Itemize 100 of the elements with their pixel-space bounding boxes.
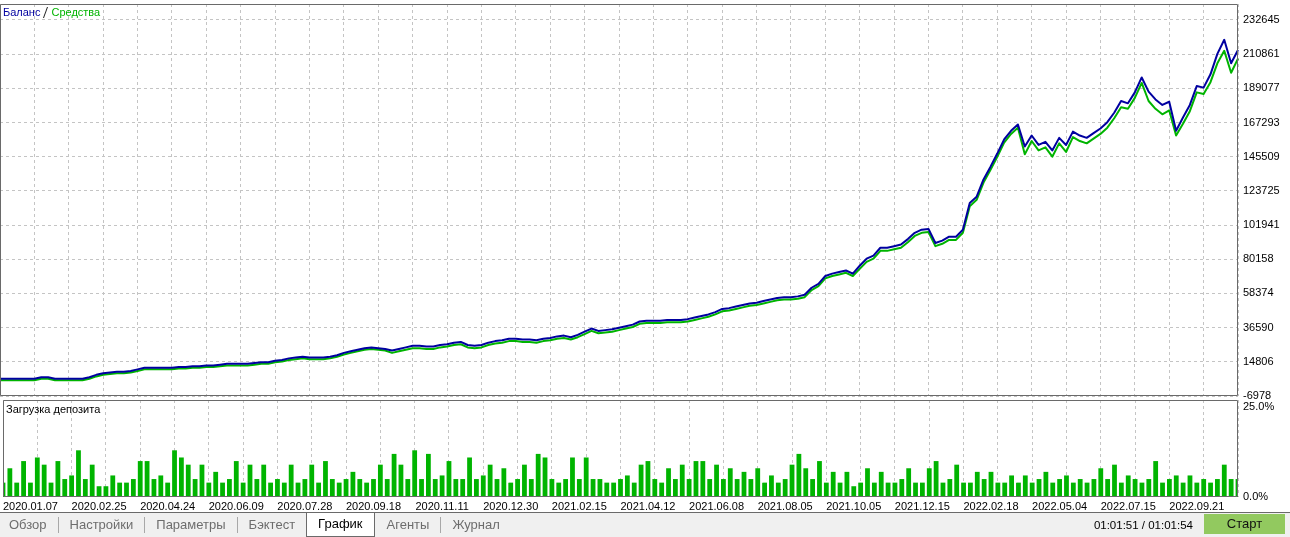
y-tick-label: 189077	[1243, 81, 1280, 94]
bar	[137, 461, 143, 497]
bar	[474, 479, 479, 497]
x-tick-label: 2021.04.12	[620, 499, 676, 512]
category-label: Агенты	[385, 517, 431, 533]
bar	[611, 482, 617, 497]
y-tick-label: 232645	[1243, 12, 1280, 25]
bar	[89, 464, 95, 497]
bar	[700, 461, 706, 497]
bar	[583, 457, 589, 497]
bar	[775, 482, 781, 497]
bar	[309, 464, 315, 497]
bar	[480, 475, 486, 497]
bar	[830, 471, 836, 497]
x-tick-label: 2020.07.28	[277, 499, 333, 512]
y-tick-label: 101941	[1243, 218, 1280, 231]
bar	[823, 482, 829, 497]
bar	[82, 479, 88, 497]
x-tick-label: 2021.02.15	[551, 499, 607, 512]
bar	[933, 461, 939, 497]
bar	[1029, 482, 1035, 497]
bar	[871, 482, 877, 497]
bar	[576, 479, 582, 497]
bar	[302, 479, 308, 497]
bar	[220, 482, 225, 497]
bar	[185, 464, 191, 497]
bar	[865, 468, 870, 497]
bar	[899, 479, 905, 497]
bar	[1043, 471, 1049, 497]
bar	[1112, 464, 1117, 497]
bar	[439, 475, 445, 497]
y-tick-label: 25.0%	[1243, 400, 1275, 413]
y-tick-label: 36590	[1243, 320, 1274, 333]
text: 01:01:51 / 01:01:54	[1093, 518, 1193, 533]
bar	[803, 468, 809, 497]
bar	[631, 482, 637, 497]
bar	[281, 482, 287, 497]
bar	[130, 479, 136, 497]
bar	[1160, 482, 1165, 497]
y-tick-label: 210861	[1243, 47, 1280, 60]
bar	[69, 475, 75, 497]
bar	[357, 479, 363, 497]
bar	[570, 457, 575, 497]
bar	[158, 475, 164, 497]
bar	[672, 479, 678, 497]
x-tick-label: 2022.09.21	[1169, 499, 1225, 512]
bar	[522, 464, 527, 497]
bar	[206, 482, 212, 497]
bar	[192, 479, 198, 497]
bar	[288, 464, 294, 497]
bar	[1228, 479, 1234, 497]
y-tick-label: 167293	[1243, 115, 1280, 128]
bar	[21, 461, 26, 497]
y-tick-label: 80158	[1243, 252, 1274, 265]
bar	[172, 450, 177, 497]
bar	[412, 450, 418, 497]
bar	[796, 453, 802, 497]
y-tick-label: 14806	[1243, 354, 1274, 367]
bar	[336, 482, 342, 497]
bar	[734, 479, 740, 497]
bar	[28, 482, 33, 497]
bar	[329, 479, 335, 497]
bar	[858, 482, 864, 497]
bar	[624, 475, 630, 497]
y-tick-label: -6978	[1243, 389, 1272, 402]
bar	[981, 479, 987, 497]
bar	[1146, 479, 1152, 497]
bar	[817, 461, 822, 497]
bar	[995, 482, 1001, 497]
category-label: График	[318, 516, 363, 531]
x-tick-label: 2020.01.07	[2, 499, 58, 512]
bar	[1180, 482, 1186, 497]
y-tick-label: 145509	[1243, 149, 1280, 162]
bar	[1016, 482, 1021, 497]
chart-title: Загрузка депозита	[6, 403, 101, 416]
bar	[707, 479, 713, 497]
bar	[41, 464, 47, 497]
bar	[1166, 479, 1172, 497]
category-label: Бэктест	[236, 517, 307, 533]
bar	[1221, 464, 1227, 497]
bar	[419, 479, 424, 497]
bar	[1077, 479, 1083, 497]
bar	[919, 482, 925, 497]
bar	[782, 479, 788, 497]
bar	[275, 479, 280, 497]
bar	[254, 479, 260, 497]
bar	[974, 471, 980, 497]
bar	[604, 482, 610, 497]
bar	[721, 479, 726, 497]
bar	[377, 464, 383, 497]
bar	[460, 479, 466, 497]
bar	[7, 468, 13, 497]
bar	[515, 479, 520, 497]
bar	[1009, 475, 1014, 497]
bar	[1050, 482, 1056, 497]
text: Средства	[51, 6, 101, 19]
bar	[1057, 479, 1063, 497]
bar	[55, 461, 61, 497]
bar	[878, 471, 884, 497]
bar	[851, 486, 857, 497]
